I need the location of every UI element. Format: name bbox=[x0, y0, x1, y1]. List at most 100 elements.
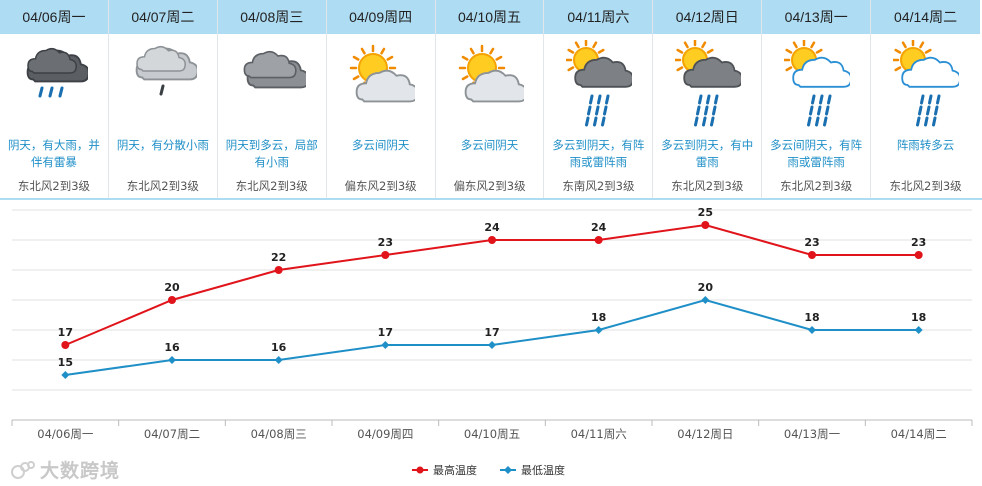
data-label: 22 bbox=[271, 251, 286, 264]
series-point[interactable] bbox=[168, 356, 176, 364]
sun-shower-icon bbox=[891, 38, 962, 128]
sun-shower-icon bbox=[782, 38, 853, 128]
forecast-description: 阴天，有分散小雨 bbox=[116, 138, 209, 152]
legend-item[interactable]: 最高温度 bbox=[412, 463, 477, 477]
x-tick-label: 04/11周六 bbox=[571, 427, 627, 441]
data-label: 24 bbox=[591, 221, 607, 234]
forecast-cards: 04/06周一 阴天，有大雨，并伴有雷暴 东北风2到3级 04/07周二 阴天，有… bbox=[0, 0, 982, 200]
forecast-date: 04/11周六 bbox=[544, 0, 653, 34]
series-point[interactable] bbox=[808, 251, 816, 259]
data-label: 23 bbox=[911, 236, 926, 249]
light-rain-cloud-icon bbox=[131, 40, 199, 128]
legend-marker bbox=[504, 466, 512, 474]
data-label: 17 bbox=[58, 326, 73, 339]
forecast-date: 04/07周二 bbox=[108, 0, 217, 34]
data-label: 23 bbox=[378, 236, 393, 249]
sun-shower-thunder-icon bbox=[674, 38, 744, 128]
legend-label: 最低温度 bbox=[521, 463, 565, 477]
x-tick-label: 04/07周二 bbox=[144, 427, 200, 441]
series-point[interactable] bbox=[61, 371, 70, 379]
partly-cloudy-icon bbox=[458, 40, 528, 128]
watermark: 大数跨境 bbox=[10, 456, 120, 483]
data-label: 20 bbox=[698, 281, 714, 294]
x-tick-label: 04/13周一 bbox=[784, 427, 841, 441]
data-label: 15 bbox=[58, 356, 73, 369]
overcast-cloud-icon bbox=[240, 40, 310, 128]
chart-legend[interactable]: 最高温度 最低温度 bbox=[412, 463, 565, 477]
forecast-date: 04/12周日 bbox=[653, 0, 762, 34]
forecast-day-card: 04/06周一 阴天，有大雨，并伴有雷暴 东北风2到3级 bbox=[0, 0, 109, 200]
forecast-wind: 偏东风2到3级 bbox=[453, 179, 526, 193]
data-label: 23 bbox=[804, 236, 819, 249]
series-point[interactable] bbox=[914, 251, 923, 259]
x-tick-label: 04/12周日 bbox=[677, 427, 733, 441]
forecast-date: 04/13周一 bbox=[762, 0, 871, 34]
forecast-wind: 东北风2到3级 bbox=[671, 179, 744, 193]
section-divider bbox=[0, 198, 982, 200]
forecast-description: 阴天到多云，局部有小雨 bbox=[225, 138, 318, 169]
series-point[interactable] bbox=[594, 326, 603, 334]
forecast-description: 多云间阴天，有阵雨或雷阵雨 bbox=[770, 138, 863, 169]
forecast-wind: 偏东风2到3级 bbox=[344, 179, 417, 193]
forecast-wind: 东南风2到3级 bbox=[562, 179, 635, 193]
legend-item[interactable]: 最低温度 bbox=[500, 463, 565, 477]
forecast-description: 多云到阴天，有阵雨或雷阵雨 bbox=[552, 138, 645, 169]
series-point[interactable] bbox=[274, 266, 283, 274]
forecast-description: 多云间阴天 bbox=[351, 138, 410, 152]
data-label: 20 bbox=[164, 281, 180, 294]
data-label: 16 bbox=[271, 341, 287, 354]
forecast-day-card: 04/12周日 多云到阴天，有中雷雨 东北风2到3级 bbox=[653, 0, 763, 200]
series-point[interactable] bbox=[594, 236, 603, 244]
legend-marker bbox=[416, 466, 424, 474]
data-labels: 17 20 22 23 24 24 25 23 23 15 16 16 17 17 18 20 18 18 bbox=[58, 206, 927, 369]
data-label: 25 bbox=[698, 206, 713, 219]
watermark-logo-icon bbox=[11, 460, 35, 479]
series-point[interactable] bbox=[701, 221, 710, 229]
series-point[interactable] bbox=[381, 341, 390, 349]
x-tick-label: 04/08周三 bbox=[251, 427, 307, 441]
forecast-day-card: 04/11周六 多云到阴天，有阵雨或雷阵雨 东南风2到3级 bbox=[544, 0, 654, 200]
series-point[interactable] bbox=[488, 236, 496, 244]
series-markers bbox=[61, 221, 923, 379]
forecast-day-card: 04/10周五 多云间阴天 偏东风2到3级 bbox=[435, 0, 545, 200]
forecast-description: 阵雨转多云 bbox=[896, 138, 955, 152]
series-point[interactable] bbox=[488, 341, 496, 349]
forecast-wind: 东北风2到3级 bbox=[780, 179, 853, 193]
forecast-day-card: 04/14周二 阵雨转多云 东北风2到3级 bbox=[871, 0, 981, 200]
x-tick-label: 04/10周五 bbox=[464, 427, 520, 441]
forecast-wind: 东北风2到3级 bbox=[126, 179, 199, 193]
watermark-text: 大数跨境 bbox=[40, 460, 121, 482]
forecast-description: 多云间阴天 bbox=[460, 138, 519, 152]
forecast-day-card: 04/08周三 阴天到多云，局部有小雨 东北风2到3级 bbox=[217, 0, 327, 200]
data-label: 18 bbox=[911, 311, 926, 324]
thunderstorm-dark-cloud-icon bbox=[22, 40, 90, 128]
legend-label: 最高温度 bbox=[433, 463, 477, 477]
data-label: 18 bbox=[804, 311, 819, 324]
series-point[interactable] bbox=[274, 356, 283, 364]
series-point[interactable] bbox=[914, 326, 923, 334]
x-tick-label: 04/09周四 bbox=[357, 427, 413, 441]
forecast-description: 阴天，有大雨，并伴有雷暴 bbox=[7, 138, 100, 169]
forecast-date: 04/10周五 bbox=[435, 0, 544, 34]
forecast-date: 04/08周三 bbox=[217, 0, 326, 34]
data-label: 18 bbox=[591, 311, 606, 324]
sun-shower-thunder-icon bbox=[565, 38, 635, 128]
forecast-wind: 东北风2到3级 bbox=[17, 179, 91, 193]
series-point[interactable] bbox=[381, 251, 390, 259]
temperature-chart: 04/06周一 04/07周二 04/08周三 04/09周四 04/10周五 04/11… bbox=[11, 206, 973, 477]
partly-cloudy-icon bbox=[349, 40, 419, 128]
series-point[interactable] bbox=[168, 296, 176, 304]
x-axis: 04/06周一 04/07周二 04/08周三 04/09周四 04/10周五 04/11… bbox=[11, 419, 973, 441]
forecast-date: 04/09周四 bbox=[326, 0, 435, 34]
data-label: 24 bbox=[484, 221, 500, 234]
series-point[interactable] bbox=[701, 296, 710, 304]
forecast-wind: 东北风2到3级 bbox=[235, 179, 308, 193]
series-point[interactable] bbox=[61, 341, 70, 349]
forecast-day-card: 04/09周四 多云间阴天 偏东风2到3级 bbox=[326, 0, 436, 200]
data-label: 17 bbox=[378, 326, 393, 339]
forecast-day-card: 04/07周二 阴天，有分散小雨 东北风2到3级 bbox=[108, 0, 218, 200]
data-label: 17 bbox=[484, 326, 499, 339]
series-point[interactable] bbox=[808, 326, 816, 334]
forecast-day-card: 04/13周一 多云间阴天，有阵雨或雷阵雨 东北风2到3级 bbox=[762, 0, 872, 200]
